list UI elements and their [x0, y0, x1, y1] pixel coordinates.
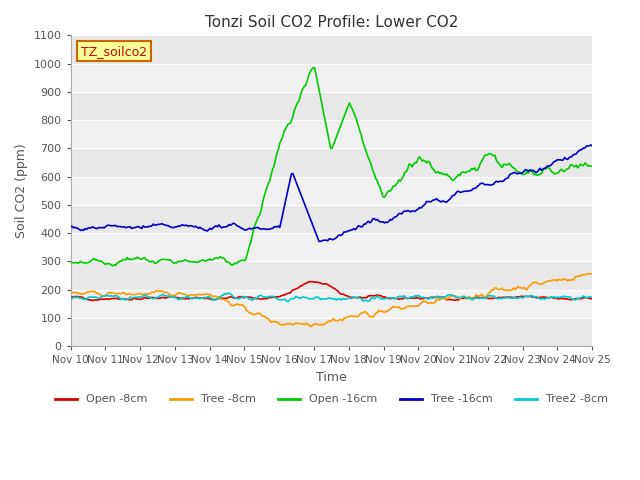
Bar	[70, 289, 592, 318]
Bar	[70, 148, 592, 177]
Legend: Open -8cm, Tree -8cm, Open -16cm, Tree -16cm, Tree2 -8cm: Open -8cm, Tree -8cm, Open -16cm, Tree -…	[51, 390, 612, 409]
Title: Tonzi Soil CO2 Profile: Lower CO2: Tonzi Soil CO2 Profile: Lower CO2	[205, 15, 458, 30]
Bar	[70, 261, 592, 289]
Bar	[70, 120, 592, 148]
Bar	[70, 92, 592, 120]
Bar	[70, 205, 592, 233]
Text: TZ_soilco2: TZ_soilco2	[81, 45, 147, 58]
Bar	[70, 36, 592, 63]
Bar	[70, 233, 592, 261]
Bar	[70, 177, 592, 205]
Y-axis label: Soil CO2 (ppm): Soil CO2 (ppm)	[15, 144, 28, 238]
Bar	[70, 63, 592, 92]
Bar	[70, 318, 592, 346]
X-axis label: Time: Time	[316, 371, 347, 384]
